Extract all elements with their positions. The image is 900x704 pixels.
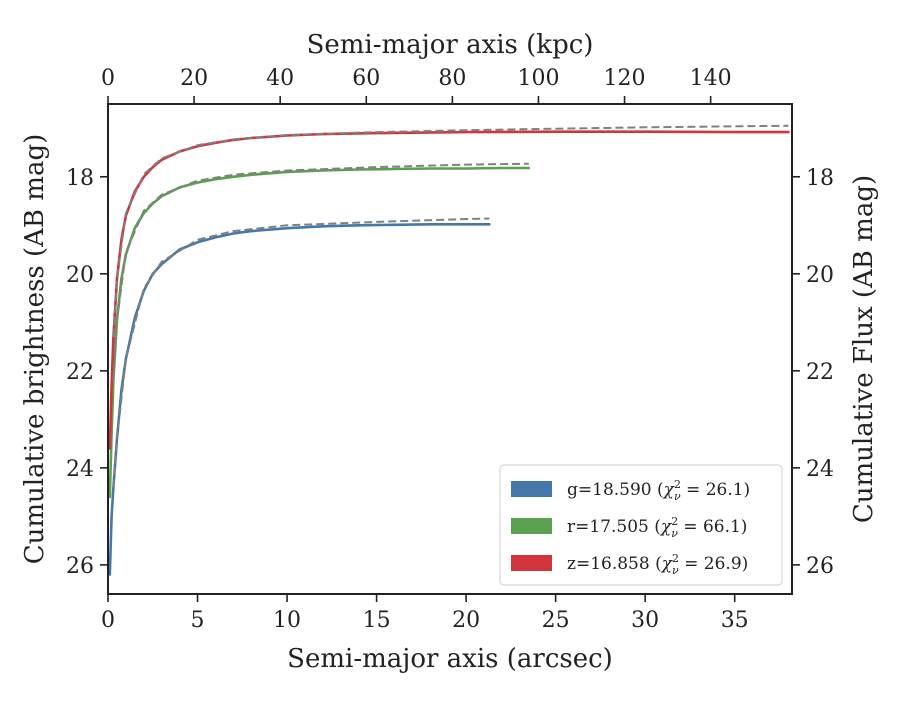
y-tick-label: 26 xyxy=(66,554,94,579)
right-y-tick-label: 20 xyxy=(806,263,834,288)
x-tick-label: 0 xyxy=(101,608,115,633)
right-y-tick-label: 24 xyxy=(806,457,834,482)
model-line-g xyxy=(112,217,490,488)
legend-swatch-r xyxy=(511,518,552,534)
top-x-tick-label: 140 xyxy=(690,66,732,91)
y-tick-label: 20 xyxy=(66,263,94,288)
legend-label-r-sup: 2 xyxy=(671,515,678,528)
legend-label-g-chi: χ xyxy=(663,480,676,500)
x-tick-label: 25 xyxy=(542,608,570,633)
legend-label-g-main: g=18.590 ( xyxy=(567,480,664,500)
top-x-axis-title: Semi-major axis (kpc) xyxy=(307,30,594,60)
legend: g=18.590 (χ2 ν = 26.1) r=17.505 (χ2 ν = 66… xyxy=(499,464,783,586)
x-tick-label: 30 xyxy=(631,608,659,633)
right-y-tick-label: 26 xyxy=(806,554,834,579)
model-line-r xyxy=(112,162,529,381)
x-tick-label: 35 xyxy=(721,608,749,633)
x-tick-label: 20 xyxy=(452,608,480,633)
right-y-tick-label: 18 xyxy=(806,166,834,191)
x-axis-title: Semi-major axis (arcsec) xyxy=(287,644,613,674)
right-y-tick-label: 22 xyxy=(806,360,834,385)
top-x-tick-label: 80 xyxy=(438,66,466,91)
legend-label-z-value: = 26.9) xyxy=(679,554,749,574)
top-x-tick-label: 60 xyxy=(352,66,380,91)
legend-label-r-chi: χ xyxy=(660,517,673,537)
y-axis-title: Cumulative brightness (AB mag) xyxy=(20,134,50,565)
legend-label-g-sub: ν xyxy=(674,490,681,503)
series-line-g xyxy=(108,223,491,576)
top-x-tick-label: 20 xyxy=(180,66,208,91)
legend-swatch-z xyxy=(511,555,552,571)
series-line-r xyxy=(108,166,531,499)
model-line-z xyxy=(112,124,789,337)
x-tick-label: 15 xyxy=(363,608,391,633)
top-x-tick-label: 40 xyxy=(266,66,294,91)
y-tick-label: 24 xyxy=(66,457,94,482)
top-x-tick-label: 100 xyxy=(517,66,559,91)
right-y-axis-title: Cumulative Flux (AB mag) xyxy=(849,175,879,523)
legend-label-z: z=16.858 (χ2 ν = 26.9) xyxy=(567,552,748,577)
legend-label-r-main: r=17.505 ( xyxy=(567,517,661,537)
legend-label-z-sub: ν xyxy=(672,564,679,577)
x-tick-label: 10 xyxy=(273,608,301,633)
legend-swatch-g xyxy=(511,481,552,497)
legend-label-g-value: = 26.1) xyxy=(681,480,751,500)
legend-label-g-sup: 2 xyxy=(674,478,681,491)
legend-label-z-sup: 2 xyxy=(672,552,679,565)
legend-label-z-main: z=16.858 ( xyxy=(567,554,662,574)
legend-label-r-sub: ν xyxy=(671,527,678,540)
y-tick-label: 22 xyxy=(66,360,94,385)
y-tick-label: 18 xyxy=(66,166,94,191)
ticks-layer: 0 5 10 15 20 25 30 350 20 40 60 80 100 120 14018202224… xyxy=(66,66,834,633)
legend-label-r-value: = 66.1) xyxy=(678,517,748,537)
legend-label-z-chi: χ xyxy=(661,554,674,574)
legend-label-r: r=17.505 (χ2 ν = 66.1) xyxy=(567,515,747,540)
series-layer xyxy=(108,124,790,576)
top-x-tick-label: 0 xyxy=(101,66,115,91)
legend-frame xyxy=(499,464,783,586)
legend-label-g: g=18.590 (χ2 ν = 26.1) xyxy=(567,478,750,503)
plot-frame xyxy=(107,103,793,595)
top-x-tick-label: 120 xyxy=(604,66,646,91)
x-tick-label: 5 xyxy=(191,608,205,633)
